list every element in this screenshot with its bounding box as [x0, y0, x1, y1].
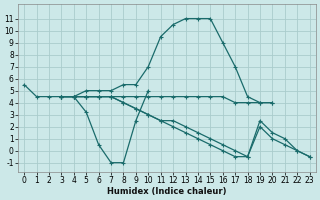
X-axis label: Humidex (Indice chaleur): Humidex (Indice chaleur): [107, 187, 227, 196]
